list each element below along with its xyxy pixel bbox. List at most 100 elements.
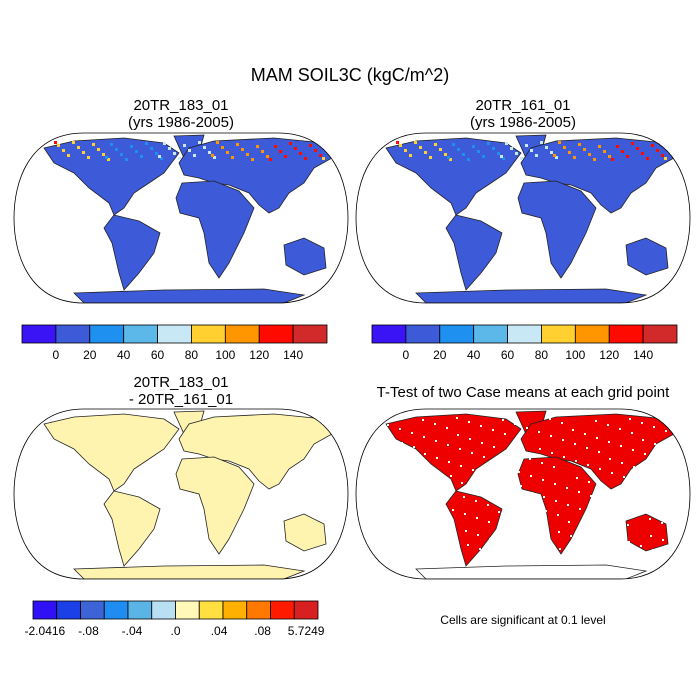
colorbar-label: -2.0416	[25, 624, 66, 638]
speckle	[594, 543, 596, 545]
speckle	[427, 484, 429, 486]
speckle	[559, 548, 561, 550]
colorbar-box	[157, 324, 192, 344]
colorbar-label: -.04	[122, 624, 143, 638]
speckle	[644, 453, 646, 455]
speckle	[216, 141, 219, 144]
speckle	[319, 154, 322, 157]
map	[355, 132, 691, 304]
speckle	[631, 432, 633, 434]
speckle	[67, 154, 70, 157]
panel-title: 20TR_161_01	[475, 97, 570, 114]
colorbar-box	[198, 600, 224, 620]
speckle	[434, 143, 437, 146]
speckle	[403, 476, 405, 478]
speckle	[583, 148, 586, 151]
speckle	[575, 460, 577, 462]
speckle	[402, 459, 404, 461]
colorbar-box	[151, 600, 176, 620]
speckle	[557, 514, 559, 516]
speckle	[468, 421, 470, 423]
colorbar-box	[371, 324, 407, 344]
speckle	[514, 423, 516, 425]
speckle	[485, 490, 487, 492]
speckle	[409, 538, 411, 540]
speckle	[472, 145, 475, 148]
speckle	[654, 443, 656, 445]
speckle	[613, 506, 615, 508]
speckle	[484, 473, 486, 475]
speckle	[609, 458, 611, 460]
speckle	[97, 148, 100, 151]
speckle	[546, 527, 548, 529]
speckle	[399, 428, 401, 430]
speckle	[423, 436, 425, 438]
speckle	[645, 470, 647, 472]
speckle	[586, 447, 588, 449]
speckle	[203, 146, 206, 149]
speckle	[213, 156, 216, 159]
speckle	[657, 474, 659, 476]
speckle	[473, 486, 475, 488]
colorbar-box	[89, 324, 125, 344]
speckle	[607, 424, 609, 426]
speckle	[407, 524, 409, 526]
speckle	[629, 418, 631, 420]
speckle	[603, 516, 605, 518]
speckle	[658, 491, 660, 493]
speckle	[465, 530, 467, 532]
speckle	[516, 437, 518, 439]
speckle	[538, 431, 540, 433]
colorbar-label: 60	[151, 348, 165, 362]
speckle	[383, 516, 385, 518]
speckle	[664, 157, 667, 160]
speckle	[673, 526, 675, 528]
colorbar-box	[507, 324, 542, 344]
speckle	[393, 486, 395, 488]
colorbar-label: 100	[565, 348, 585, 362]
speckle	[448, 461, 450, 463]
speckle	[487, 504, 489, 506]
speckle	[492, 429, 494, 431]
speckle	[553, 154, 556, 157]
speckle	[385, 530, 387, 532]
speckle	[493, 446, 495, 448]
speckle	[440, 505, 442, 507]
speckle	[558, 531, 560, 533]
speckle	[386, 547, 388, 549]
colorbar-label: 80	[185, 348, 199, 362]
speckle	[477, 534, 479, 536]
speckle	[158, 155, 161, 158]
speckle	[457, 148, 460, 151]
speckle	[459, 448, 461, 450]
speckle	[398, 551, 400, 553]
colorbar-label: 0	[403, 348, 410, 362]
speckle	[107, 158, 110, 161]
speckle	[518, 471, 520, 473]
speckle	[401, 442, 403, 444]
speckle	[522, 519, 524, 521]
speckle	[419, 528, 421, 530]
colorbar-box	[55, 324, 91, 344]
speckle	[674, 543, 676, 545]
speckle	[256, 145, 259, 148]
speckle	[611, 158, 614, 161]
speckle	[521, 502, 523, 504]
speckle	[208, 151, 211, 154]
speckle	[168, 147, 171, 150]
speckle	[447, 156, 450, 159]
speckle	[669, 478, 671, 480]
speckle	[449, 158, 452, 161]
speckle	[587, 464, 589, 466]
speckle	[140, 155, 143, 158]
speckle	[456, 417, 458, 419]
speckle	[314, 149, 317, 152]
speckle	[600, 485, 602, 487]
speckle	[299, 152, 302, 155]
speckle	[668, 461, 670, 463]
colorbar-box	[80, 600, 105, 620]
speckle	[497, 494, 499, 496]
speckle	[178, 157, 181, 160]
speckle	[322, 157, 325, 160]
speckle	[562, 439, 564, 441]
